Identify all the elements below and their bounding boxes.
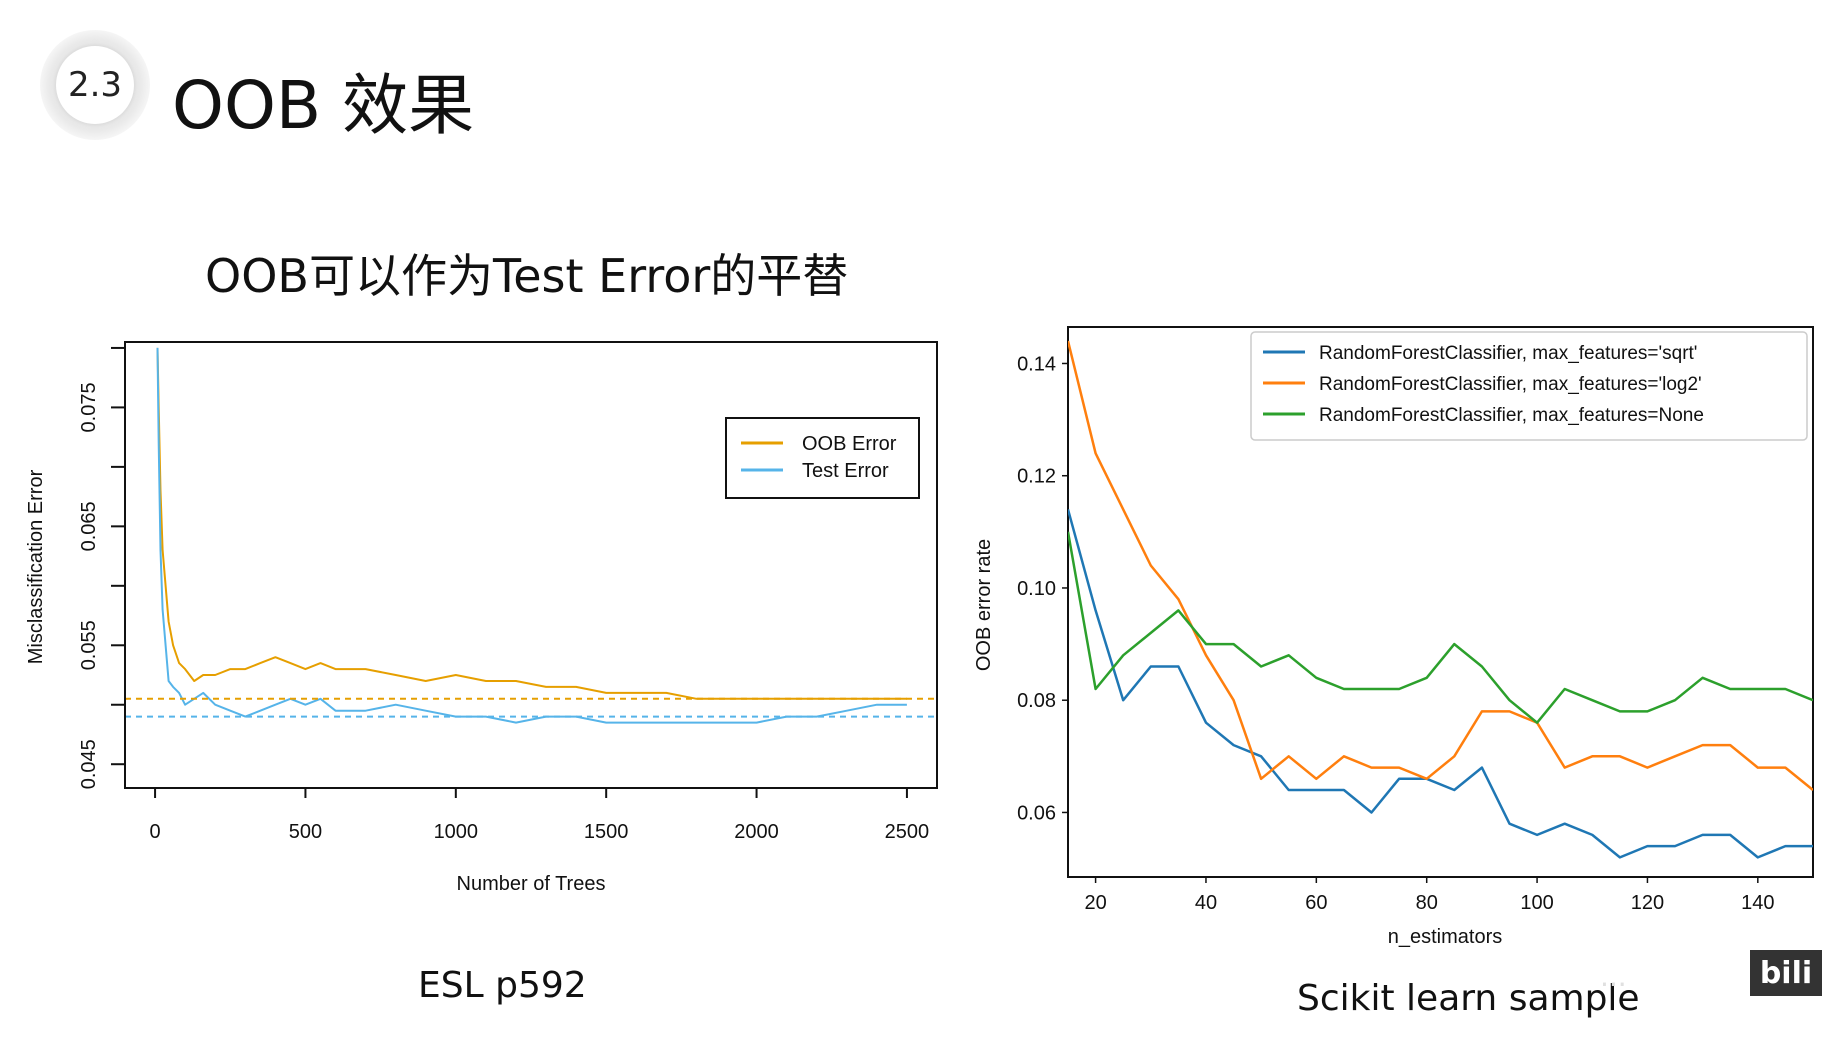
left-chart-caption: ESL p592 [418, 965, 587, 1006]
chart-1-ytick-label-0: 0.06 [1017, 802, 1056, 824]
chart-0-ytick-label-1: 0.055 [78, 620, 100, 670]
chart-0-legend-box [725, 417, 920, 499]
chart-0-xtick-label-2: 1000 [434, 821, 479, 843]
chart-1-xtick-label-5: 120 [1631, 892, 1664, 914]
chart-0-xtick-label-3: 1500 [584, 821, 629, 843]
chart-0-xtick-label-0: 0 [150, 821, 161, 843]
chart-1-ytick-label-1: 0.08 [1017, 690, 1056, 712]
chart-0-frame [124, 341, 938, 789]
chart-0-ytick-label-2: 0.065 [78, 501, 100, 551]
page-title: OOB 效果 [172, 67, 475, 144]
section-badge: 2.3 [40, 30, 150, 140]
chart-1-ytick-label-4: 0.14 [1017, 353, 1056, 375]
chart-1-legend-label-1: RandomForestClassifier, max_features='lo… [1319, 374, 1702, 395]
chart-1-xtick-label-1: 40 [1195, 892, 1217, 914]
chart-0-ytick-label-3: 0.075 [78, 382, 100, 432]
chart-0-legend-label-1: Test Error [802, 460, 889, 482]
chart-1-xtick-label-6: 140 [1741, 892, 1774, 914]
right-chart-caption: Scikit learn sample [1297, 978, 1640, 1019]
chart-0-xlabel: Number of Trees [457, 873, 606, 895]
chart-1-legend-box [1250, 331, 1808, 441]
chart-0-series-0-line [156, 347, 907, 700]
chart-1-frame [1067, 326, 1814, 878]
chart-1-ytick-label-2: 0.10 [1017, 578, 1056, 600]
chart-1-xtick-label-4: 100 [1520, 892, 1553, 914]
chart-1-legend-label-0: RandomForestClassifier, max_features='sq… [1319, 343, 1697, 364]
bilibili-logo: bili [1750, 950, 1822, 996]
page-subtitle: OOB可以作为Test Error的平替 [205, 249, 849, 303]
watermark-text: ... [1600, 960, 1627, 993]
chart-1-xtick-label-2: 60 [1305, 892, 1327, 914]
chart-0-legend-label-0: OOB Error [802, 433, 897, 455]
chart-1-xtick-label-3: 80 [1416, 892, 1438, 914]
chart-1-xtick-label-0: 20 [1084, 892, 1106, 914]
chart-1-legend-label-2: RandomForestClassifier, max_features=Non… [1319, 405, 1704, 426]
chart-1-series-0-line [1068, 509, 1813, 859]
chart-1-xlabel: n_estimators [1388, 926, 1503, 948]
section-number: 2.3 [67, 65, 123, 105]
section-badge-circle: 2.3 [56, 46, 134, 124]
chart-0-ytick-label-0: 0.045 [78, 739, 100, 789]
chart-1-series-2-line [1068, 531, 1813, 724]
chart-0-xtick-label-4: 2000 [734, 821, 779, 843]
chart-1-ylabel: OOB error rate [973, 539, 995, 671]
chart-0-xtick-label-1: 500 [289, 821, 322, 843]
chart-0-ylabel: Misclassification Error [25, 469, 47, 664]
chart-0-xtick-label-5: 2500 [885, 821, 930, 843]
chart-0-series-1-line [156, 347, 907, 724]
chart-1-ytick-label-3: 0.12 [1017, 466, 1056, 488]
